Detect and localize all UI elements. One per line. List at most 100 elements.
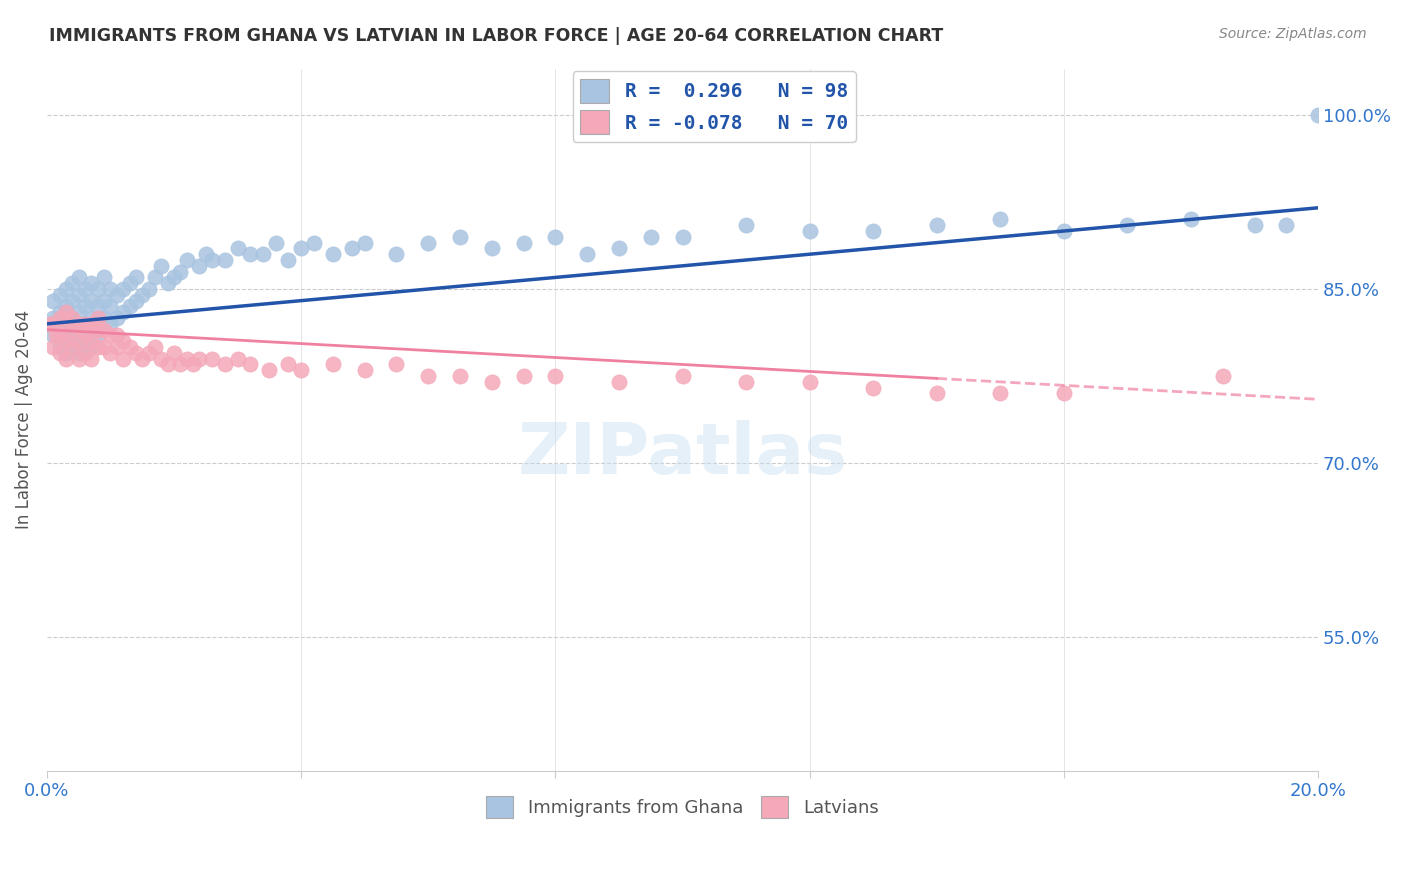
Point [55,351,77,366]
Point [118,277,141,291]
Point [169,265,191,279]
Point [290,241,312,255]
Point [73,317,96,331]
Point [1116,218,1139,232]
Point [42,311,65,326]
Point [385,247,408,261]
Point [353,235,375,250]
Point [799,375,821,389]
Point [607,241,630,255]
Text: ZIPatlas: ZIPatlas [517,420,848,489]
Point [277,253,299,268]
Point [671,369,693,384]
Point [100,328,122,343]
Point [87,311,110,326]
Point [214,358,236,372]
Point [512,235,534,250]
Point [80,323,103,337]
Point [48,346,70,360]
Point [862,381,884,395]
Point [67,305,90,319]
Point [1308,108,1330,122]
Point [80,311,103,326]
Point [60,340,83,354]
Point [988,212,1011,227]
Point [60,311,83,326]
Point [93,270,115,285]
Point [100,317,122,331]
Point [150,351,173,366]
Point [55,305,77,319]
Point [163,270,186,285]
Point [322,247,344,261]
Point [353,363,375,377]
Point [214,253,236,268]
Point [340,241,363,255]
Point [988,386,1011,401]
Point [607,375,630,389]
Point [544,369,567,384]
Point [73,346,96,360]
Point [862,224,884,238]
Point [1053,224,1076,238]
Point [512,369,534,384]
Point [45,317,67,331]
Point [449,369,471,384]
Point [48,305,70,319]
Point [188,351,211,366]
Text: Source: ZipAtlas.com: Source: ZipAtlas.com [1219,27,1367,41]
Point [735,375,758,389]
Point [67,334,90,349]
Point [239,247,262,261]
Point [67,334,90,349]
Point [735,218,758,232]
Point [93,340,115,354]
Point [48,328,70,343]
Point [188,259,211,273]
Point [87,328,110,343]
Point [125,270,148,285]
Point [385,358,408,372]
Point [671,229,693,244]
Point [264,235,287,250]
Point [131,288,153,302]
Point [100,282,122,296]
Legend: Immigrants from Ghana, Latvians: Immigrants from Ghana, Latvians [479,789,886,825]
Y-axis label: In Labor Force | Age 20-64: In Labor Force | Age 20-64 [15,310,32,529]
Point [259,363,281,377]
Point [55,317,77,331]
Point [1243,218,1265,232]
Point [131,351,153,366]
Point [118,340,141,354]
Point [1212,369,1234,384]
Point [80,293,103,308]
Point [418,369,440,384]
Point [93,311,115,326]
Point [60,277,83,291]
Point [60,293,83,308]
Point [118,300,141,314]
Text: IMMIGRANTS FROM GHANA VS LATVIAN IN LABOR FORCE | AGE 20-64 CORRELATION CHART: IMMIGRANTS FROM GHANA VS LATVIAN IN LABO… [49,27,943,45]
Point [252,247,274,261]
Point [1180,212,1202,227]
Point [481,375,503,389]
Point [1053,386,1076,401]
Point [176,351,198,366]
Point [181,358,204,372]
Point [226,241,249,255]
Point [112,282,135,296]
Point [150,259,173,273]
Point [42,293,65,308]
Point [45,328,67,343]
Point [87,317,110,331]
Point [163,346,186,360]
Point [55,328,77,343]
Point [73,328,96,343]
Point [449,229,471,244]
Point [39,317,62,331]
Point [201,351,224,366]
Point [42,328,65,343]
Point [100,300,122,314]
Point [80,334,103,349]
Point [322,358,344,372]
